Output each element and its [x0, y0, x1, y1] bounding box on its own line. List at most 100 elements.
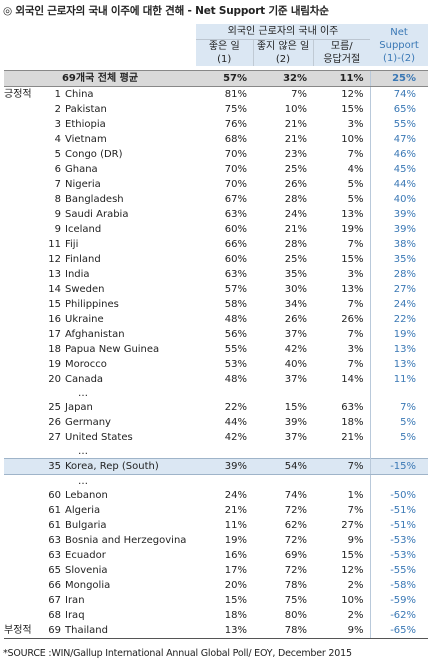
bad-cell: 37% [284, 374, 307, 385]
good-cell: 63% [224, 209, 247, 220]
category-label [4, 312, 46, 327]
category-label [4, 207, 46, 222]
good-cell: 56% [224, 329, 247, 340]
country-cell: Bangladesh [65, 194, 124, 205]
table-row: 4 Vietnam 68% 21% 10% 47% [4, 132, 429, 147]
net-cell: 13% [369, 342, 429, 357]
table-row: 63 Ecuador 16% 69% 15% -53% [4, 548, 429, 563]
country-cell: Iceland [65, 224, 102, 235]
category-label [4, 593, 46, 608]
survey-table: 외국인 근로자의 국내 이주 Net Support (1)-(2) 좋은 일 (1)… [4, 24, 429, 639]
good-cell: 19% [224, 535, 247, 546]
bad-cell: 34% [284, 299, 307, 310]
source-footnote: *SOURCE :WIN/Gallup International Annual… [3, 648, 352, 659]
category-label [4, 548, 46, 563]
rank-cell: 35 [46, 458, 64, 475]
bad-cell: 72% [284, 535, 307, 546]
country-cell: Ethiopia [65, 119, 106, 130]
country-cell: Lebanon [65, 490, 108, 501]
category-label [4, 102, 46, 117]
category-label [4, 267, 46, 282]
good-cell: 44% [224, 417, 247, 428]
net-cell: 38% [369, 237, 429, 252]
dont-know-cell: 14% [341, 374, 364, 385]
good-cell: 18% [224, 610, 247, 621]
table-row: 60 Lebanon 24% 74% 1% -50% [4, 488, 429, 503]
ellipsis-blank [253, 475, 313, 489]
good-cell: 57% [224, 284, 247, 295]
country-cell: Germany [65, 417, 111, 428]
bad-cell: 69% [284, 550, 307, 561]
country-cell: China [65, 89, 94, 100]
ellipsis-blank [4, 475, 46, 489]
ellipsis-blank [369, 474, 429, 488]
dont-know-cell: 9% [313, 623, 371, 639]
bad-cell: 26% [284, 179, 307, 190]
bad-cell: 10% [284, 104, 307, 115]
ellipsis-blank [196, 475, 253, 489]
table-row: 65 Slovenia 17% 72% 12% -55% [4, 563, 429, 578]
category-label [4, 518, 46, 533]
country-cell: Philippines [65, 299, 119, 310]
country-cell: Sweden [65, 284, 105, 295]
category-label [4, 430, 46, 445]
country-cell: Bosnia and Herzegovina [65, 535, 187, 546]
good-cell: 70% [224, 164, 247, 175]
net-cell: 65% [369, 102, 429, 117]
table-row: 35 Korea, Rep (South) 39% 54% 7% -15% [4, 458, 429, 475]
category-label [4, 578, 46, 593]
category-label [4, 117, 46, 132]
category-label [4, 533, 46, 548]
category-label [4, 192, 46, 207]
bad-cell: 21% [284, 224, 307, 235]
net-cell: 35% [369, 252, 429, 267]
header-group-label: 외국인 근로자의 국내 이주 [196, 24, 371, 40]
bad-cell: 54% [253, 458, 313, 475]
ellipsis-blank [196, 387, 253, 400]
dont-know-cell: 5% [347, 194, 364, 205]
net-cell: -50% [369, 488, 429, 503]
ellipsis-mark: … [78, 476, 89, 487]
net-cell: 13% [369, 357, 429, 372]
table-row: 긍정적 1 China 81% 7% 12% 74% [4, 86, 429, 102]
good-cell: 48% [224, 374, 247, 385]
bad-cell: 30% [284, 284, 307, 295]
bad-cell: 37% [284, 329, 307, 340]
bad-cell: 40% [284, 359, 307, 370]
ellipsis-mark: … [78, 388, 89, 399]
country-cell: Nigeria [65, 179, 101, 190]
bad-cell: 78% [253, 623, 313, 639]
rank-cell: 5 [54, 149, 61, 160]
dont-know-cell: 9% [347, 535, 364, 546]
ellipsis-blank [4, 445, 46, 459]
category-label [4, 162, 46, 177]
ellipsis-row: … [4, 474, 429, 489]
category-label [4, 237, 46, 252]
category-label [4, 342, 46, 357]
good-cell: 68% [224, 134, 247, 145]
country-cell: Korea, Rep (South) [64, 458, 196, 475]
dont-know-cell: 26% [341, 314, 364, 325]
header-blank [4, 24, 196, 66]
net-cell: 45% [369, 162, 429, 177]
bad-cell: 7% [291, 89, 307, 100]
bad-cell: 75% [284, 595, 307, 606]
dont-know-cell: 7% [347, 505, 364, 516]
table-row: 8 Bangladesh 67% 28% 5% 40% [4, 192, 429, 207]
ellipsis-row: … [4, 445, 429, 459]
good-cell: 20% [224, 580, 247, 591]
table-row: 9 Saudi Arabia 63% 24% 13% 39% [4, 207, 429, 222]
net-cell: -58% [369, 578, 429, 593]
bad-cell: 72% [284, 565, 307, 576]
dont-know-cell: 1% [347, 490, 364, 501]
rank-cell: 6 [54, 164, 61, 175]
bad-cell: 35% [284, 269, 307, 280]
dont-know-cell: 7% [347, 149, 364, 160]
country-cell: Mongolia [65, 580, 111, 591]
header-good: 좋은 일 (1) [196, 39, 254, 66]
net-cell: -53% [369, 533, 429, 548]
dont-know-cell: 7% [347, 329, 364, 340]
table-row: 17 Afghanistan 56% 37% 7% 19% [4, 327, 429, 342]
category-label [4, 458, 46, 475]
good-cell: 11% [224, 520, 247, 531]
